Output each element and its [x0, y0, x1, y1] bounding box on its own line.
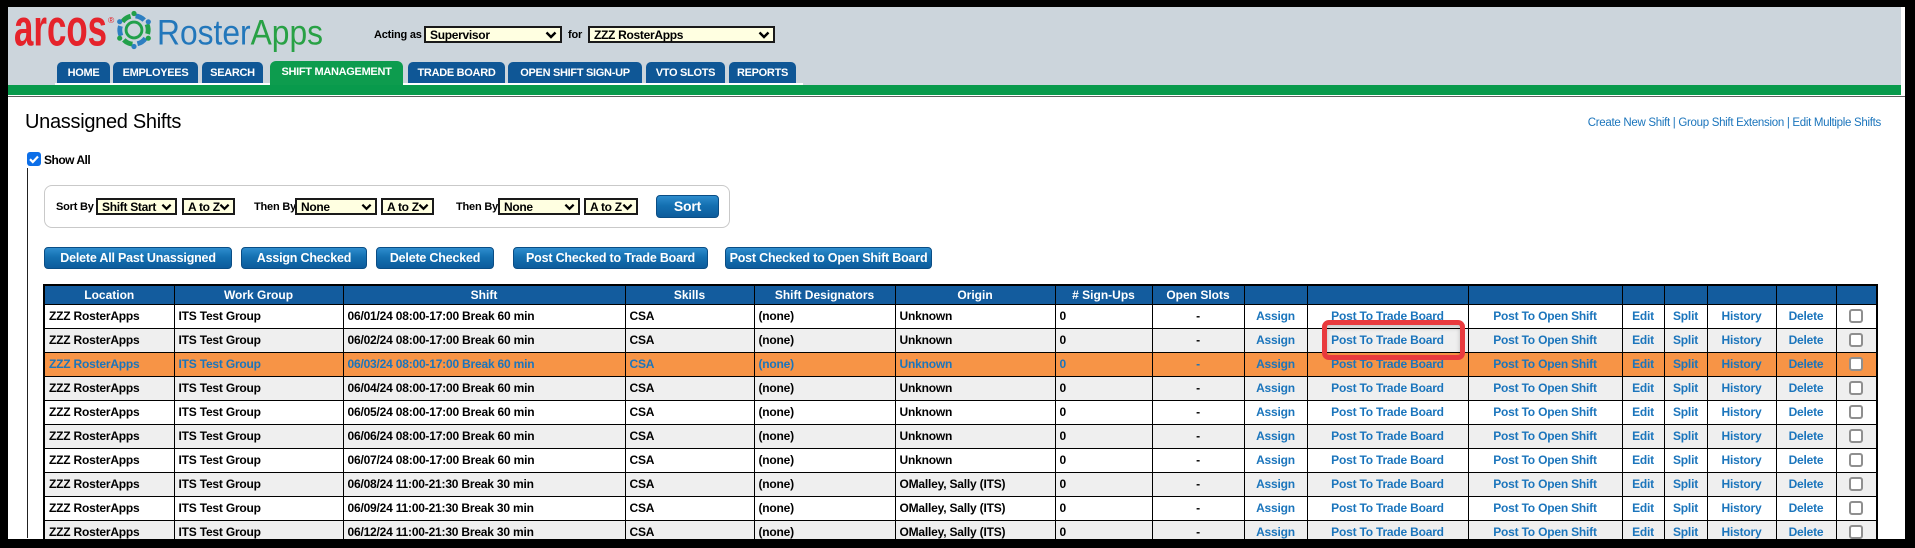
svg-text:®: ® [108, 15, 115, 25]
svg-text:arcos: arcos [14, 7, 107, 58]
svg-text:RosterApps: RosterApps [157, 14, 323, 53]
